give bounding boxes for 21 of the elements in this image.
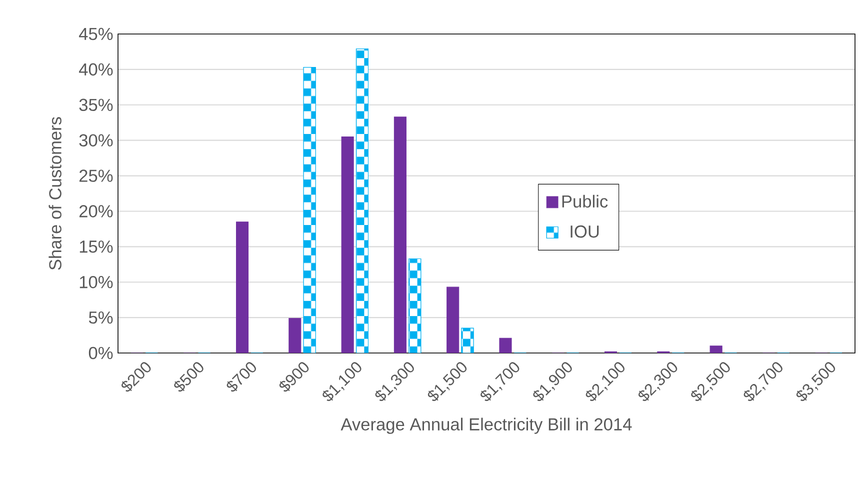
bar (341, 136, 354, 354)
y-tick-label: 20% (79, 205, 113, 218)
bar (710, 346, 722, 354)
legend-label: Public (562, 194, 608, 208)
y-axis-title: Share of Customers (48, 117, 62, 270)
y-tick-label: 30% (79, 134, 113, 146)
y-tick-label: 10% (80, 276, 113, 288)
legend-label: IOU (570, 225, 599, 238)
y-tick-label: 35% (79, 98, 113, 112)
y-tick-label: 40% (78, 63, 113, 76)
y-tick-label: 45% (78, 28, 113, 40)
bar (499, 338, 512, 354)
bar (446, 286, 460, 354)
y-tick-label: 0% (88, 346, 113, 360)
bar (288, 318, 302, 354)
x-axis-title: Average Annual Electricity Bill in 2014 (340, 418, 632, 434)
y-tick-label: 5% (88, 311, 113, 324)
y-tick-label: 15% (80, 240, 113, 253)
bar (236, 222, 249, 354)
bar (394, 116, 406, 354)
y-tick-label: 25% (79, 170, 113, 182)
